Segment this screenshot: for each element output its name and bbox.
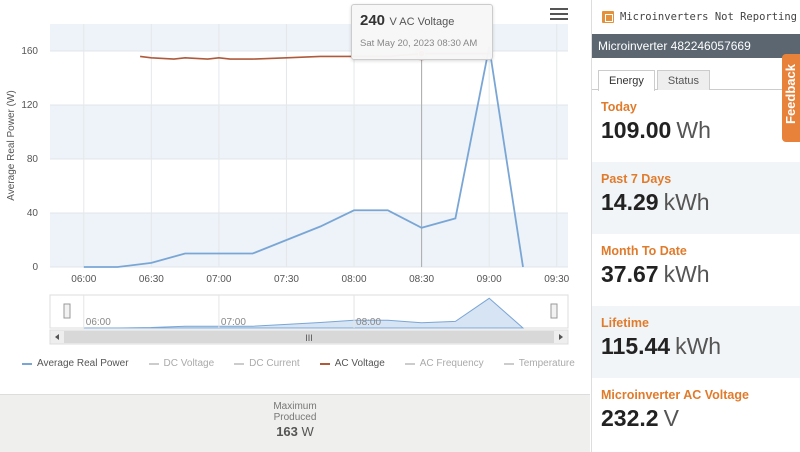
feedback-label: Feedback	[783, 64, 798, 124]
alert-row[interactable]: Microinverters Not Reporting	[592, 0, 800, 34]
legend-item-dc-current[interactable]: DC Current	[234, 358, 300, 369]
x-tick-label: 07:30	[274, 274, 299, 285]
x-tick-label: 09:00	[477, 274, 502, 285]
stat-label: Microinverter AC Voltage	[601, 388, 749, 402]
chart-legend: Average Real Power DC Voltage DC Current AC…	[22, 358, 575, 369]
x-tick-label: 09:30	[544, 274, 569, 285]
stat-unit: kWh	[663, 261, 710, 287]
microinverter-panel: Microinverters Not Reporting Microinvert…	[591, 0, 800, 452]
stat-lifetime: Lifetime 115.44 kWh	[592, 306, 800, 378]
navigator-handle	[550, 303, 558, 319]
navigator-tick-label: 08:00	[356, 317, 381, 328]
stat-number: 109.00	[601, 117, 672, 143]
legend-item-ac-frequency[interactable]: AC Frequency	[404, 358, 484, 369]
x-tick-label: 06:30	[139, 274, 164, 285]
stat-microinverter-ac-voltage: Microinverter AC Voltage 232.2 V	[592, 378, 800, 450]
navigator-handle	[63, 303, 71, 319]
stat-label: Lifetime	[601, 316, 649, 330]
legend-label: Average Real Power	[37, 358, 129, 369]
stat-unit: Wh	[676, 117, 711, 143]
scroll-left-arrow-icon[interactable]	[55, 334, 59, 340]
series-line-average-real-power	[83, 46, 524, 268]
stat-value: 109.00 Wh	[601, 117, 791, 144]
navigator-tick-label: 06:00	[86, 317, 111, 328]
stat-number: 37.67	[601, 261, 659, 287]
tab-status[interactable]: Status	[656, 70, 711, 90]
scroll-right-arrow-icon[interactable]	[559, 334, 563, 340]
max-produced-unit: W	[301, 424, 314, 439]
legend-label: DC Voltage	[163, 358, 215, 369]
chart-menu-icon[interactable]	[550, 5, 568, 21]
x-tick-label: 06:00	[71, 274, 96, 285]
legend-item-temperature[interactable]: Temperature	[503, 358, 575, 369]
x-tick-label: 08:30	[409, 274, 434, 285]
legend-label: DC Current	[249, 358, 300, 369]
feedback-button[interactable]: Feedback	[782, 54, 800, 142]
stat-number: 14.29	[601, 189, 659, 215]
scrollbar-thumb	[64, 331, 554, 343]
tab-energy[interactable]: Energy	[598, 70, 655, 91]
legend-swatch	[404, 362, 415, 365]
stat-unit: kWh	[675, 333, 722, 359]
x-tick-label: 08:00	[342, 274, 367, 285]
stat-month-to-date: Month To Date 37.67 kWh	[592, 234, 800, 306]
stat-label: Month To Date	[601, 244, 687, 258]
stat-past-7-days: Past 7 Days 14.29 kWh	[592, 162, 800, 234]
grid-band	[50, 213, 568, 267]
grid-band	[50, 105, 568, 159]
legend-item-ac-voltage[interactable]: AC Voltage	[319, 358, 385, 369]
legend-swatch	[503, 362, 514, 365]
legend-swatch	[319, 362, 330, 365]
x-tick-label: 07:00	[206, 274, 231, 285]
stat-today: Today 109.00 Wh	[592, 90, 800, 162]
navigator-frame	[49, 294, 569, 329]
legend-swatch	[148, 362, 159, 365]
stat-unit: V	[663, 405, 679, 431]
y-tick-label: 0	[32, 262, 38, 273]
y-tick-label: 80	[27, 154, 39, 165]
stat-value: 115.44 kWh	[601, 333, 791, 360]
legend-item-average-real-power[interactable]: Average Real Power	[22, 358, 129, 369]
navigator-tick-label: 07:00	[221, 317, 246, 328]
microinverter-title: Microinverter 482246057669	[592, 34, 800, 58]
max-produced-label: Maximum Produced	[273, 401, 317, 423]
max-produced-number: 163	[276, 424, 298, 439]
y-tick-label: 40	[27, 208, 39, 219]
legend-label: AC Frequency	[419, 358, 484, 369]
stat-value: 14.29 kWh	[601, 189, 791, 216]
stat-label: Today	[601, 100, 637, 114]
y-axis-label: Average Real Power (W)	[6, 90, 17, 200]
max-produced-value: 163 W	[0, 424, 590, 439]
stat-number: 232.2	[601, 405, 659, 431]
legend-label: AC Voltage	[334, 358, 385, 369]
legend-swatch	[234, 362, 245, 365]
panel-tabs: Energy Status	[592, 58, 800, 91]
stats-list: Today 109.00 Wh Past 7 Days 14.29 kWh Month To…	[592, 90, 800, 450]
tooltip-value: 240	[360, 12, 386, 29]
stat-value: 232.2 V	[601, 405, 791, 432]
stat-value: 37.67 kWh	[601, 261, 791, 288]
legend-label: Temperature	[518, 358, 575, 369]
warning-icon	[602, 11, 614, 23]
legend-item-dc-voltage[interactable]: DC Voltage	[148, 358, 215, 369]
legend-swatch	[22, 362, 32, 365]
stat-label: Past 7 Days	[601, 172, 672, 186]
stat-number: 115.44	[601, 333, 671, 359]
alert-text: Microinverters Not Reporting	[620, 11, 798, 23]
max-produced-box: Maximum Produced 163 W	[0, 394, 590, 452]
chart-panel: 0 40 80 120 160 06:00 06:30 07:00 07:30 08:00 08:3…	[0, 0, 590, 452]
navigator-area	[83, 297, 525, 329]
stat-unit: kWh	[663, 189, 710, 215]
y-tick-label: 160	[21, 46, 38, 57]
tooltip-date: Sat May 20, 2023 08:30 AM	[360, 38, 478, 49]
chart-tooltip: 240 V AC Voltage Sat May 20, 2023 08:30 …	[351, 4, 493, 60]
y-tick-label: 120	[21, 100, 38, 111]
power-chart[interactable]: 0 40 80 120 160 06:00 06:30 07:00 07:30 08:00 08:3…	[0, 0, 590, 394]
scrollbar-grip-label: III	[305, 333, 313, 343]
tooltip-unit: V AC Voltage	[389, 16, 455, 28]
